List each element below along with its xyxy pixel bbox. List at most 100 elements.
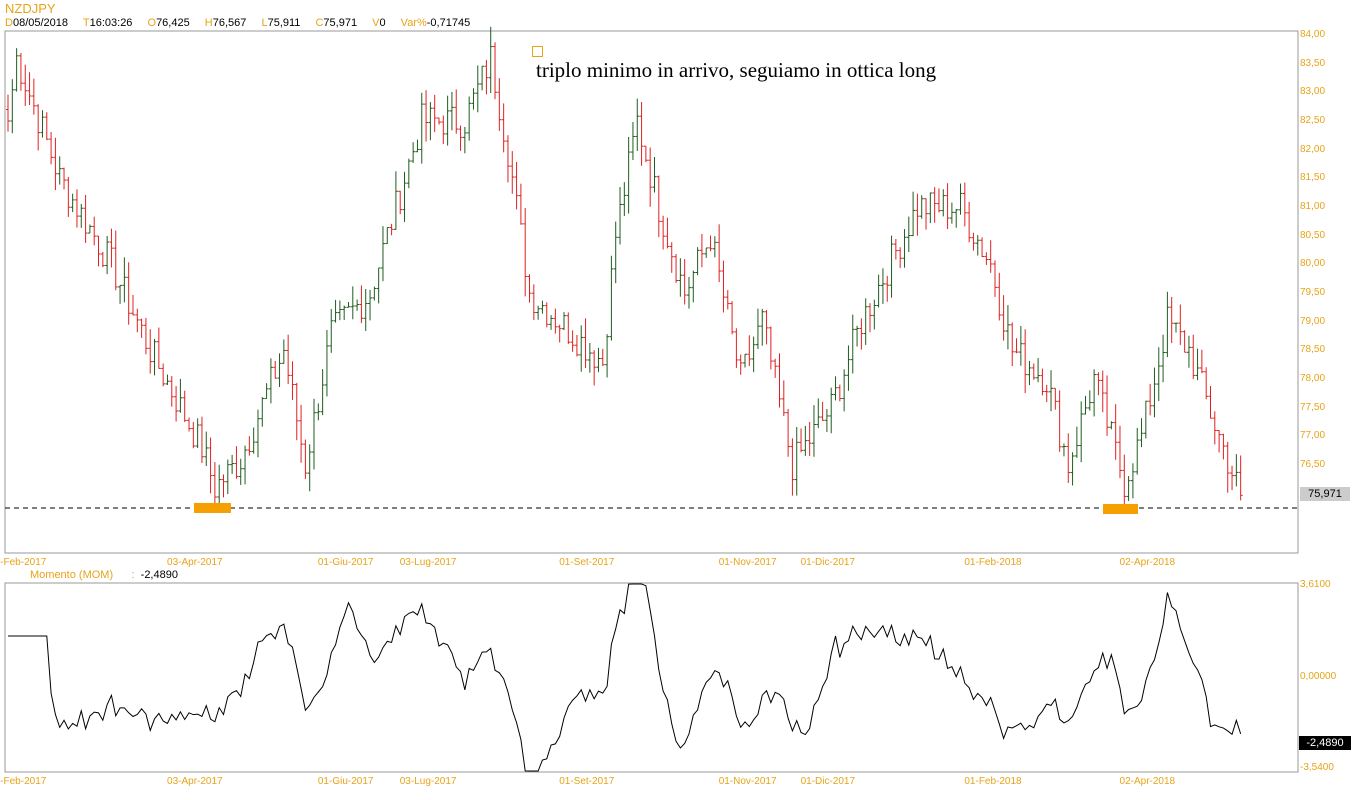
candle bbox=[1023, 329, 1028, 394]
candle bbox=[441, 115, 446, 145]
candle bbox=[665, 217, 670, 249]
candle bbox=[971, 232, 976, 251]
open-label: O bbox=[147, 17, 157, 29]
candle bbox=[350, 286, 355, 320]
candle bbox=[225, 459, 230, 495]
candle bbox=[148, 329, 153, 374]
candle bbox=[1100, 370, 1105, 413]
candle bbox=[600, 348, 605, 367]
candle bbox=[247, 436, 252, 456]
candle bbox=[118, 284, 123, 304]
price-axis-tick: 81,50 bbox=[1300, 172, 1326, 184]
candle bbox=[686, 276, 691, 309]
candle bbox=[553, 308, 558, 334]
open-value: 76,425 bbox=[156, 17, 190, 29]
candle bbox=[768, 326, 773, 370]
candle bbox=[312, 398, 317, 470]
candle bbox=[1057, 390, 1062, 452]
candle bbox=[518, 183, 523, 225]
candle bbox=[398, 190, 403, 215]
candle bbox=[380, 226, 385, 282]
price-axis-tick: 80,50 bbox=[1300, 229, 1326, 241]
candle bbox=[699, 233, 704, 268]
candle bbox=[234, 446, 239, 479]
candle bbox=[1087, 390, 1092, 411]
candle bbox=[1130, 463, 1135, 499]
candle bbox=[1061, 443, 1066, 457]
candle bbox=[708, 235, 713, 252]
date-value: 08/05/2018 bbox=[12, 17, 69, 29]
candle bbox=[898, 247, 903, 269]
candle bbox=[49, 132, 54, 165]
candle bbox=[1238, 455, 1243, 501]
candle bbox=[467, 96, 472, 141]
candle bbox=[36, 104, 41, 151]
candle bbox=[385, 226, 390, 245]
candle bbox=[906, 216, 911, 252]
var-label: Var% bbox=[400, 17, 427, 29]
candle bbox=[691, 270, 696, 303]
candle bbox=[402, 171, 407, 222]
candle bbox=[264, 383, 269, 400]
candle bbox=[958, 183, 963, 215]
volume-label: V bbox=[372, 17, 380, 29]
candle bbox=[811, 405, 816, 457]
candle bbox=[1217, 429, 1222, 453]
candle bbox=[290, 361, 295, 400]
candle bbox=[1178, 304, 1183, 345]
candle bbox=[277, 353, 282, 388]
candle bbox=[475, 65, 480, 113]
candle bbox=[928, 192, 933, 224]
momentum-series bbox=[8, 583, 1242, 772]
var-value: -0,71745 bbox=[426, 17, 471, 29]
candle bbox=[1161, 334, 1166, 383]
candle bbox=[273, 360, 278, 379]
candle bbox=[488, 26, 493, 93]
candle bbox=[592, 350, 597, 386]
candle bbox=[1014, 338, 1019, 354]
candle bbox=[1001, 295, 1006, 341]
candle bbox=[837, 384, 842, 402]
candle bbox=[842, 369, 847, 412]
candle bbox=[251, 427, 256, 454]
candle bbox=[738, 354, 743, 375]
candle bbox=[824, 409, 829, 432]
candle bbox=[1143, 400, 1148, 439]
candle bbox=[984, 252, 989, 265]
candle bbox=[18, 53, 23, 91]
candle bbox=[941, 189, 946, 217]
candle bbox=[635, 98, 640, 152]
time-label: T bbox=[82, 17, 90, 29]
candle bbox=[419, 92, 424, 164]
candle bbox=[23, 64, 28, 106]
candle bbox=[799, 428, 804, 453]
candle bbox=[445, 95, 450, 146]
price-axis-tick: 76,50 bbox=[1300, 458, 1326, 470]
annotation-marker-icon[interactable] bbox=[532, 46, 543, 57]
candle bbox=[1070, 452, 1075, 486]
candle bbox=[204, 431, 209, 466]
price-axis-tick: 80,00 bbox=[1300, 258, 1326, 270]
candle bbox=[1156, 347, 1161, 402]
candle bbox=[863, 298, 868, 345]
candle bbox=[682, 259, 687, 305]
date-axis-tick-lower: 1-Feb-2017 bbox=[0, 776, 47, 787]
candle bbox=[1174, 322, 1179, 333]
candle bbox=[10, 79, 15, 134]
candle bbox=[967, 201, 972, 243]
candle bbox=[74, 189, 79, 228]
candle bbox=[1040, 368, 1045, 396]
date-axis-tick: 02-Apr-2018 bbox=[1119, 557, 1176, 568]
candle bbox=[6, 94, 10, 132]
candle bbox=[583, 318, 588, 369]
candle bbox=[1066, 433, 1071, 483]
candle bbox=[1083, 395, 1088, 415]
candle bbox=[622, 182, 627, 217]
annotation-text[interactable]: triplo minimo in arrivo, seguiamo in ott… bbox=[536, 58, 937, 82]
candle bbox=[505, 135, 510, 183]
candle bbox=[1010, 322, 1015, 367]
price-axis-tick: 83,50 bbox=[1300, 57, 1326, 69]
candle bbox=[880, 268, 885, 304]
candle bbox=[113, 230, 118, 291]
